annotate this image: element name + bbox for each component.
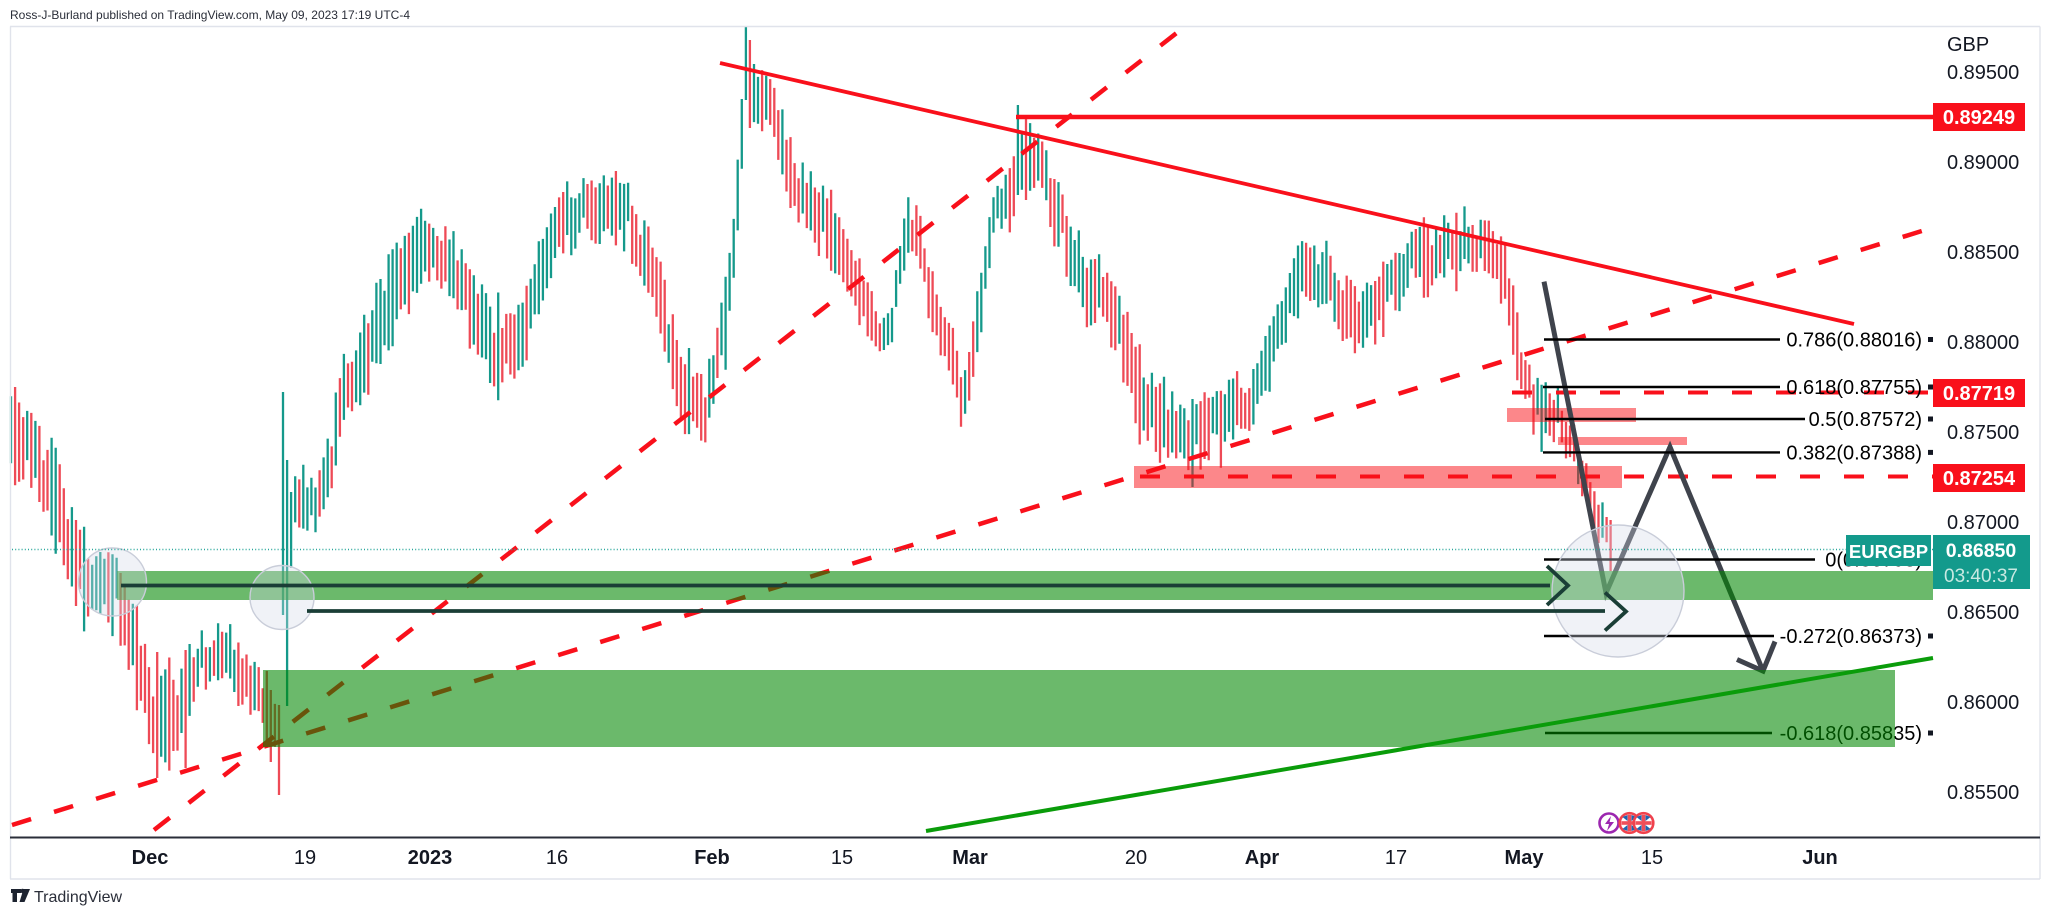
svg-text:0.382(0.87388): 0.382(0.87388) (1786, 442, 1922, 464)
svg-text:0.89500: 0.89500 (1947, 62, 2019, 84)
svg-text:EURGBP: EURGBP (1849, 541, 1928, 562)
svg-text:0.786(0.88016): 0.786(0.88016) (1786, 330, 1922, 352)
svg-text:Mar: Mar (952, 847, 988, 869)
svg-text:GBP: GBP (1947, 34, 1989, 56)
svg-text:0.86850: 0.86850 (1946, 540, 2017, 562)
svg-text:0.88500: 0.88500 (1947, 242, 2019, 264)
svg-text:Ross-J-Burland published on Tr: Ross-J-Burland published on TradingView.… (10, 8, 410, 22)
svg-text:0.5(0.87572): 0.5(0.87572) (1809, 409, 1922, 431)
svg-text:0.87000: 0.87000 (1947, 512, 2019, 534)
svg-text:Apr: Apr (1245, 847, 1280, 869)
svg-text:0.86000: 0.86000 (1947, 692, 2019, 714)
svg-text:03:40:37: 03:40:37 (1944, 566, 2018, 587)
svg-text:Feb: Feb (694, 847, 730, 869)
svg-text:Jun: Jun (1802, 847, 1838, 869)
svg-text:Dec: Dec (132, 847, 169, 869)
svg-text:15: 15 (831, 847, 853, 869)
svg-text:2023: 2023 (408, 847, 453, 869)
svg-text:-0.272(0.86373): -0.272(0.86373) (1780, 626, 1922, 648)
svg-text:19: 19 (294, 847, 316, 869)
svg-text:17: 17 (1385, 847, 1407, 869)
svg-text:0.89000: 0.89000 (1947, 152, 2019, 174)
svg-text:0.88000: 0.88000 (1947, 332, 2019, 354)
svg-text:16: 16 (546, 847, 568, 869)
svg-text:0.87500: 0.87500 (1947, 422, 2019, 444)
svg-text:0.86500: 0.86500 (1947, 602, 2019, 624)
svg-text:0.87719: 0.87719 (1943, 383, 2015, 405)
svg-text:20: 20 (1125, 847, 1147, 869)
svg-text:TradingView: TradingView (34, 889, 122, 906)
svg-text:May: May (1505, 847, 1545, 869)
svg-text:15: 15 (1641, 847, 1663, 869)
svg-text:0.618(0.87755): 0.618(0.87755) (1786, 377, 1922, 399)
svg-text:0.85500: 0.85500 (1947, 782, 2019, 804)
svg-text:0.89249: 0.89249 (1943, 107, 2015, 129)
svg-text:0.87254: 0.87254 (1943, 468, 2016, 490)
